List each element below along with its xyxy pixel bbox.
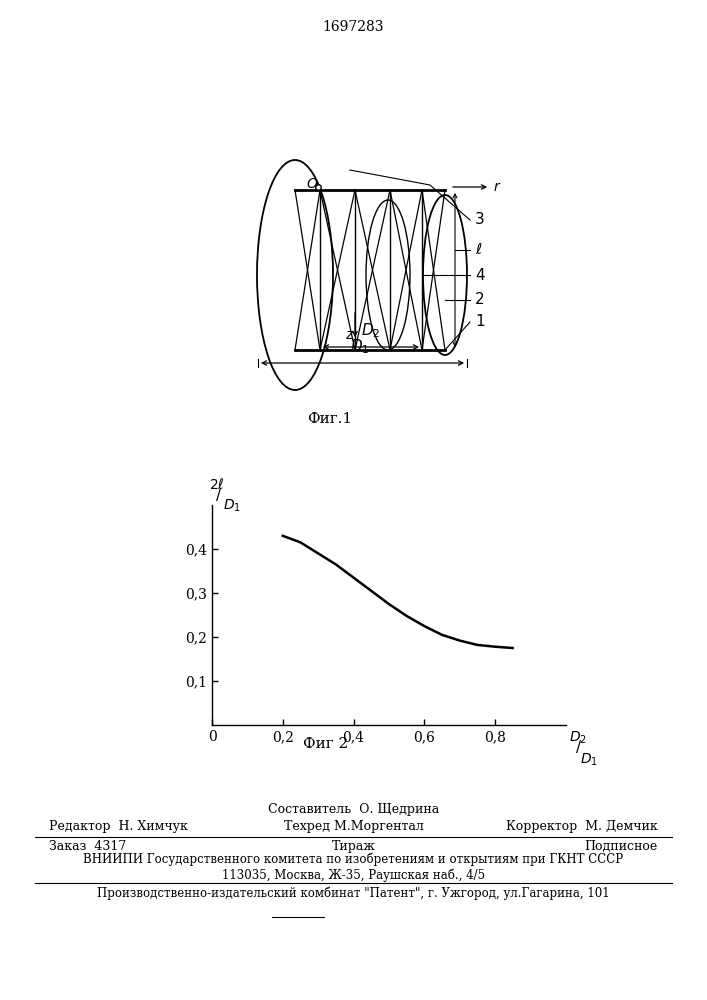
Text: $D_2$: $D_2$ [361,321,380,340]
Text: $r$: $r$ [493,180,501,194]
Text: /: / [576,740,581,755]
Text: Подписное: Подписное [584,840,658,853]
Text: Производственно-издательский комбинат "Патент", г. Ужгород, ул.Гагарина, 101: Производственно-издательский комбинат "П… [97,887,610,900]
Text: 1: 1 [475,314,484,330]
Text: /: / [216,488,221,503]
Text: $D_1$: $D_1$ [350,337,370,356]
Text: 2: 2 [475,292,484,308]
Text: Техред М.Моргентал: Техред М.Моргентал [284,820,423,833]
Text: $D_1$: $D_1$ [223,497,240,514]
Text: $2\ell$: $2\ell$ [209,477,224,492]
Text: $\ell$: $\ell$ [475,242,483,257]
Text: Фиг.1: Фиг.1 [308,412,353,426]
Text: $z$: $z$ [345,328,355,342]
Text: Фиг 2: Фиг 2 [303,737,348,751]
Text: Тираж: Тираж [332,840,375,853]
Text: 1697283: 1697283 [322,20,384,34]
Text: 113035, Москва, Ж-35, Раушская наб., 4/5: 113035, Москва, Ж-35, Раушская наб., 4/5 [222,868,485,882]
Text: $D_2$: $D_2$ [569,729,587,746]
Text: ВНИИПИ Государственного комитета по изобретениям и открытиям при ГКНТ СССР: ВНИИПИ Государственного комитета по изоб… [83,853,624,866]
Text: Редактор  Н. Химчук: Редактор Н. Химчук [49,820,188,833]
Text: O: O [307,177,317,191]
Text: Заказ  4317: Заказ 4317 [49,840,127,853]
Text: Корректор  М. Демчик: Корректор М. Демчик [506,820,658,833]
Text: 3: 3 [475,213,485,228]
Text: Составитель  О. Щедрина: Составитель О. Щедрина [268,803,439,816]
Text: $D_1$: $D_1$ [580,751,597,768]
Text: 4: 4 [475,267,484,282]
